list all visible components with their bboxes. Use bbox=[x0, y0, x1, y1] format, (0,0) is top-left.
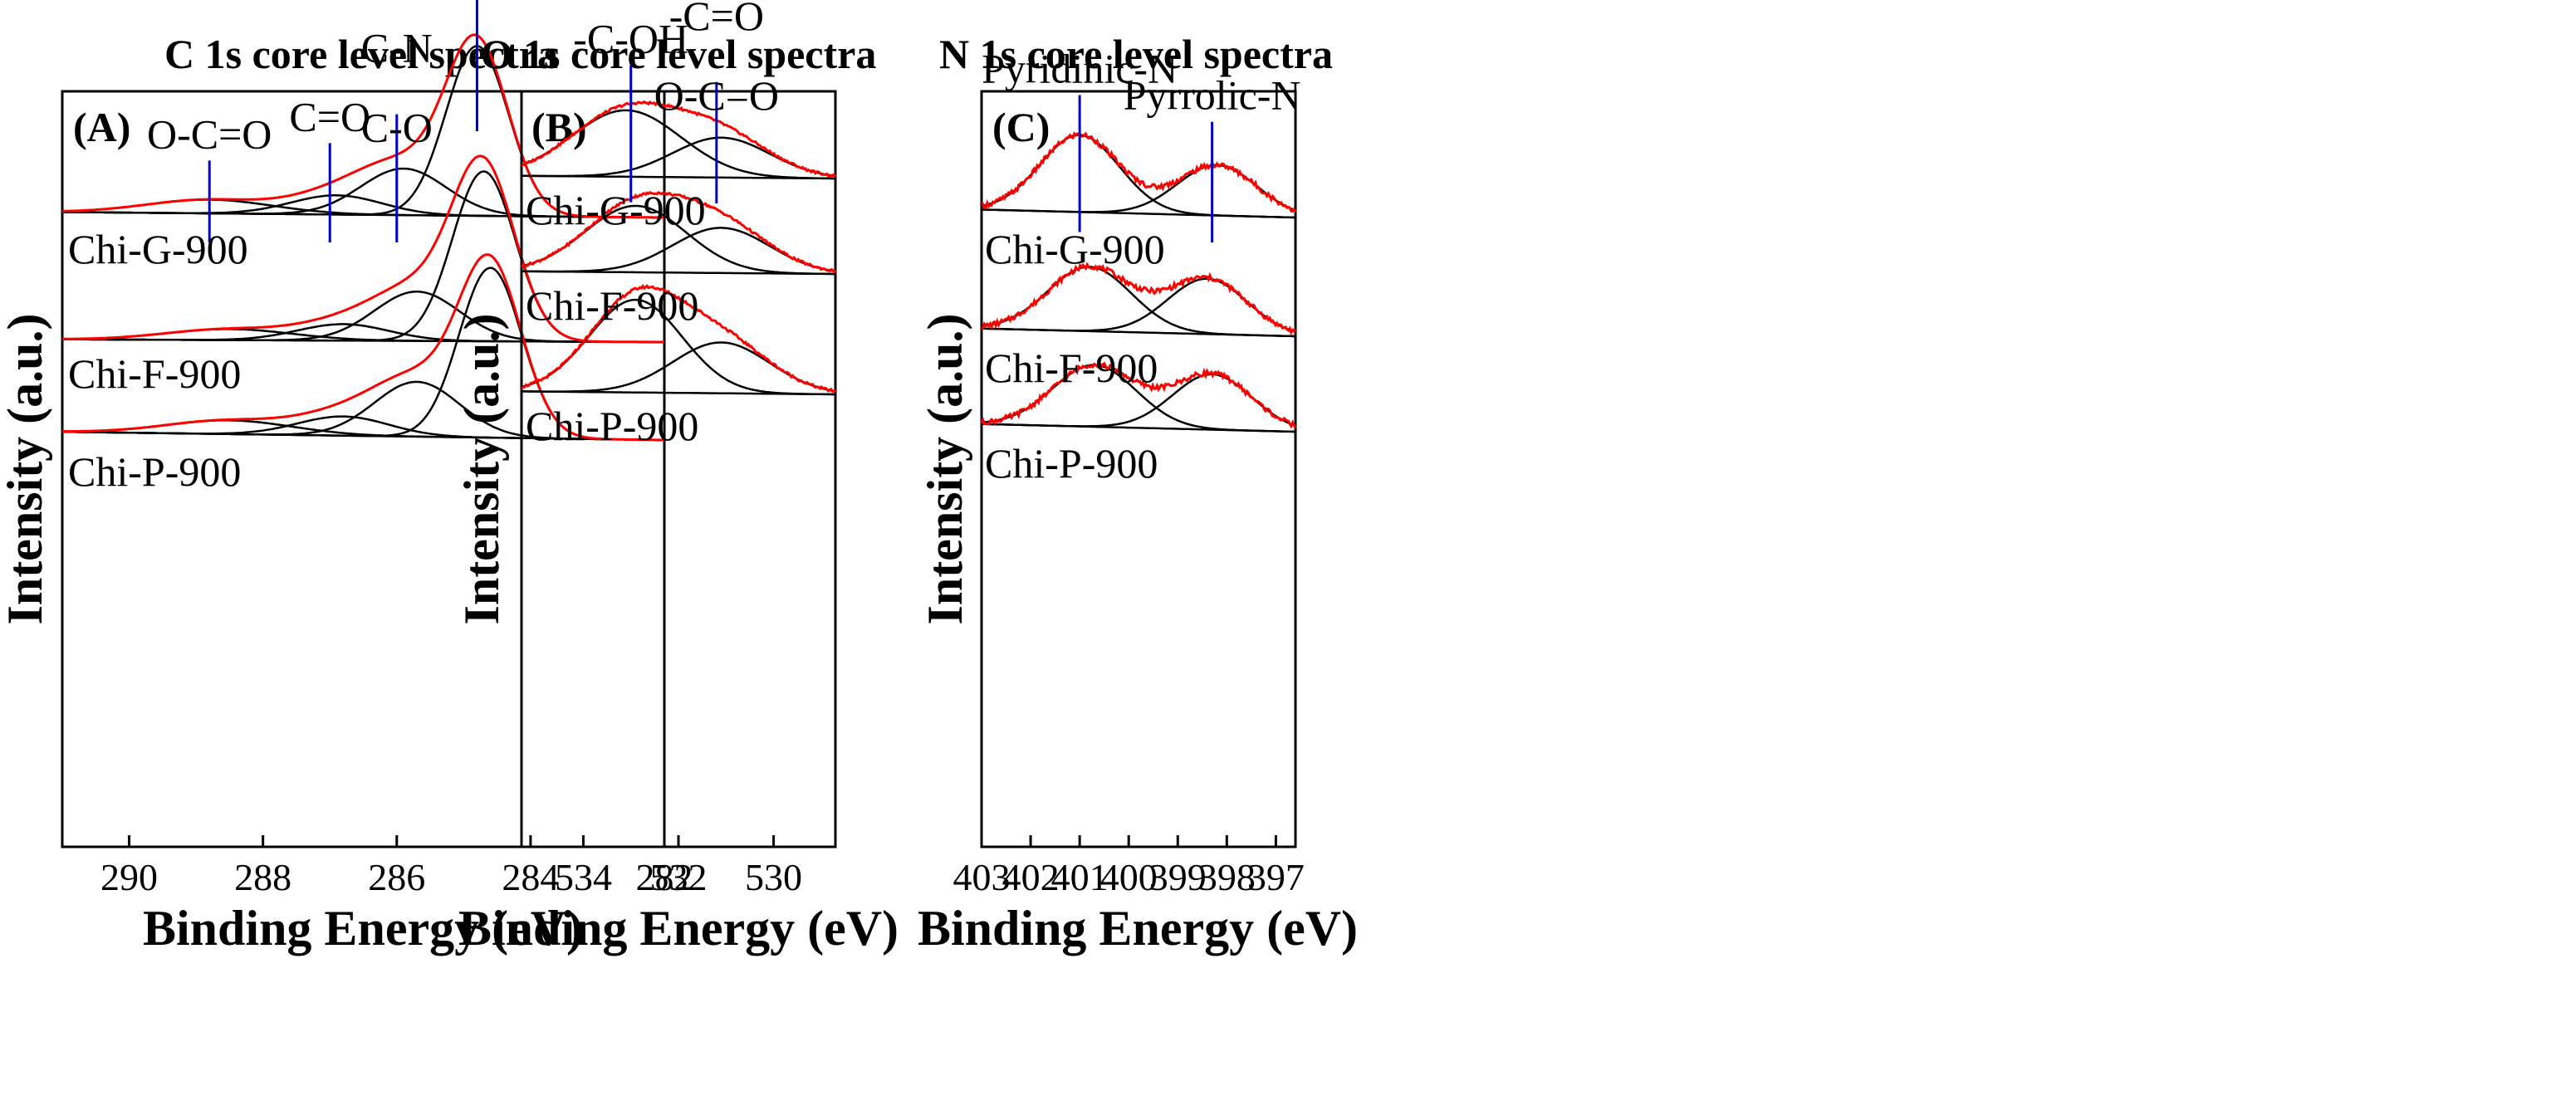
panel-a-frame bbox=[61, 90, 666, 848]
panel-a-markers bbox=[208, 0, 478, 242]
panel-1-peak-label-coh: -C-OH bbox=[573, 16, 688, 62]
panel-1-peak-label-ceo: -C=O bbox=[669, 0, 764, 39]
panel-2-series-0-label: Chi-G-900 bbox=[985, 226, 1165, 272]
panel-c-xlabel: Binding Energy (eV) bbox=[918, 901, 1358, 956]
panel-1-series-1-component-1 bbox=[522, 227, 836, 273]
panel-a-letter: (A) bbox=[73, 104, 130, 150]
panel-b-xlabel: Binding Energy (eV) bbox=[458, 901, 899, 956]
panel-2-tick-label-1: 402 bbox=[1002, 856, 1060, 898]
panel-0-series-1-label: Chi-F-900 bbox=[68, 350, 241, 397]
panel-b: O 1s core level spectra (B) Binding Ener… bbox=[454, 0, 899, 956]
panel-2-series-2-envelope bbox=[980, 361, 1297, 429]
panel-0-peak-label-co: C=O bbox=[289, 93, 370, 139]
panel-1-series-2-component-1 bbox=[522, 341, 836, 393]
panel-2-peak-label-pyridinic: Pyridinic-N bbox=[982, 45, 1178, 91]
panel-c-ylabel: Intensity (a.u.) bbox=[918, 313, 972, 624]
panel-b-title: O 1s core level spectra bbox=[481, 31, 877, 77]
panel-2-series-0-envelope bbox=[981, 131, 1297, 213]
panel-0-tick-label-4: 282 bbox=[636, 856, 693, 898]
panel-0-peak-label-cn: C-N bbox=[361, 25, 433, 71]
panel-2-series-1-label: Chi-F-900 bbox=[985, 345, 1158, 391]
panel-c: N 1s core level spectra (C) Binding Ener… bbox=[918, 31, 1358, 956]
panel-0-series-0-envelope bbox=[61, 33, 664, 219]
panel-2-tick-label-6: 397 bbox=[1247, 856, 1305, 898]
panel-a-samples: Chi-G-900 Chi-F-900 Chi-P-900 bbox=[68, 226, 248, 495]
panel-c-curves bbox=[980, 131, 1297, 433]
panel-0-series-1-envelope bbox=[62, 154, 664, 344]
panel-2-series-2-background bbox=[982, 423, 1295, 433]
panel-c-frame bbox=[980, 90, 1297, 848]
panel-1-series-0-envelope bbox=[521, 100, 837, 178]
panel-c-letter: (C) bbox=[992, 104, 1050, 150]
panel-b-ylabel: Intensity (a.u.) bbox=[454, 313, 509, 624]
panel-b-ticks: 534 532 530 bbox=[555, 835, 802, 898]
panel-0-tick-label-2: 286 bbox=[368, 856, 425, 898]
panel-a-peaks: O-C=OC=OC-NC-OC-C bbox=[147, 25, 433, 158]
panel-b-markers bbox=[629, 65, 718, 203]
panel-1-series-2-background bbox=[522, 390, 835, 396]
panel-1-series-1-label: Chi-F-900 bbox=[526, 282, 698, 329]
panel-2-tick-label-3: 400 bbox=[1100, 856, 1158, 898]
panel-2-series-0-background bbox=[982, 208, 1295, 219]
panel-1-peak-label-oco: O-C=O bbox=[654, 72, 779, 119]
panel-0-series-0-background bbox=[62, 211, 664, 219]
panel-a-ticks: 290 288 286 284 282 bbox=[100, 835, 693, 898]
panel-c-markers bbox=[1078, 95, 1214, 242]
panel-0-series-1-background bbox=[62, 338, 664, 344]
panel-2-series-2-label: Chi-P-900 bbox=[985, 440, 1158, 487]
panel-1-series-1-envelope bbox=[520, 190, 837, 275]
panel-1-tick-label-0: 534 bbox=[555, 856, 612, 898]
panel-1-series-0-background bbox=[522, 174, 835, 180]
panel-0-series-0-label: Chi-G-900 bbox=[68, 226, 248, 272]
panel-a-xlabel: Binding Energy (eV) bbox=[143, 901, 583, 956]
panel-0-series-2-envelope bbox=[62, 253, 664, 442]
panel-0-tick-label-3: 284 bbox=[502, 856, 559, 898]
panel-c-samples: Chi-G-900 Chi-F-900 Chi-P-900 bbox=[985, 226, 1165, 487]
panel-0-tick-label-0: 290 bbox=[100, 856, 158, 898]
panel-1-series-2-envelope bbox=[521, 283, 837, 394]
panel-2-series-1-envelope bbox=[981, 262, 1297, 336]
panel-0-series-2-label: Chi-P-900 bbox=[68, 448, 241, 495]
panel-a-ylabel: Intensity (a.u.) bbox=[0, 313, 52, 624]
panel-b-peaks: -C-OH-C=O O-C=O bbox=[573, 0, 779, 119]
panel-c-title: N 1s core level spectra bbox=[939, 31, 1333, 77]
panel-2-tick-label-4: 399 bbox=[1149, 856, 1207, 898]
panel-b-curves bbox=[520, 100, 837, 396]
panel-b-samples: Chi-G-900 Chi-F-900 Chi-P-900 bbox=[526, 187, 706, 449]
panel-1-series-0-label: Chi-G-900 bbox=[526, 187, 706, 233]
panel-0-series-2-background bbox=[62, 430, 664, 442]
panel-0-tick-label-1: 288 bbox=[234, 856, 291, 898]
panel-a-curves bbox=[61, 33, 664, 442]
panel-2-peak-label-pyrrolic: Pyrrolic-N bbox=[1124, 72, 1301, 119]
panel-2-series-1-background bbox=[982, 327, 1295, 338]
panel-2-tick-label-0: 403 bbox=[953, 856, 1011, 898]
panel-a-title: C 1s core level spectra bbox=[164, 31, 558, 77]
panel-2-tick-label-2: 401 bbox=[1051, 856, 1109, 898]
panel-1-series-1-background bbox=[522, 270, 835, 276]
panel-1-tick-label-2: 530 bbox=[745, 856, 802, 898]
panel-2-tick-label-5: 398 bbox=[1198, 856, 1256, 898]
panel-b-letter: (B) bbox=[531, 104, 587, 150]
panel-1-tick-label-1: 532 bbox=[650, 856, 708, 898]
panel-0-peak-label-oco: O-C=O bbox=[147, 110, 272, 157]
panel-0-peak-label-co2: C-O bbox=[361, 105, 433, 151]
panel-a: C 1s core level spectra (A) Binding Ener… bbox=[0, 0, 693, 956]
panel-1-series-2-label: Chi-P-900 bbox=[526, 403, 698, 449]
